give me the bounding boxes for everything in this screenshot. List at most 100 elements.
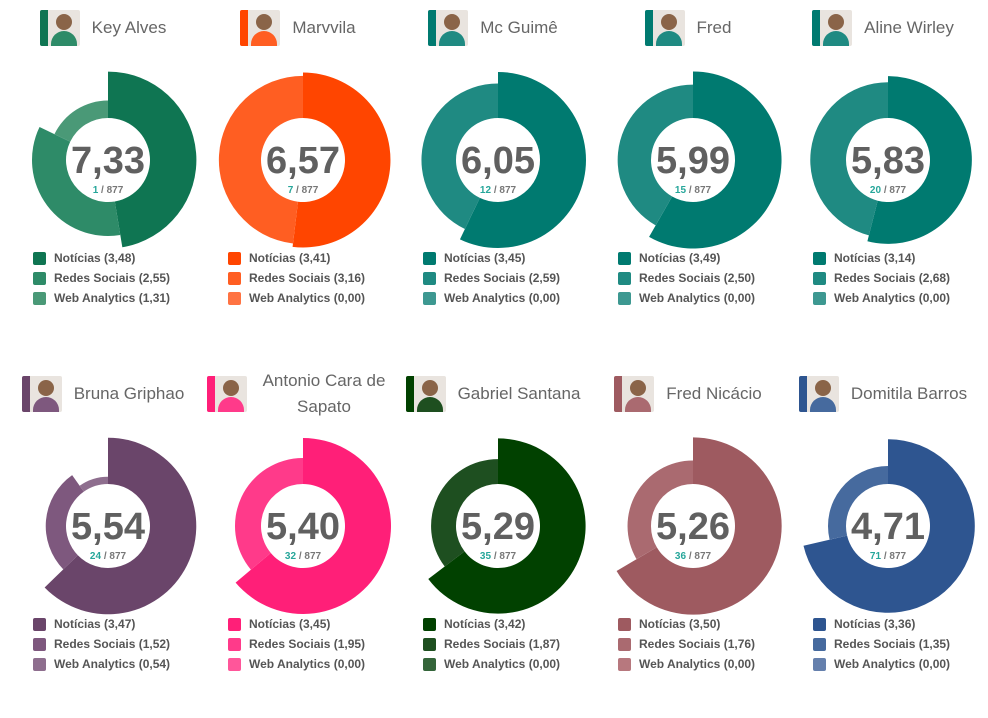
slice-noticias[interactable] bbox=[428, 438, 586, 614]
candidate-card: Key Alves 7,33 1 / 877 Notícias (3,48) Redes… bbox=[5, 0, 201, 350]
score-donut-chart: 7,33 1 / 877 bbox=[31, 71, 197, 248]
legend-item-noticias[interactable]: Notícias (3,49) bbox=[618, 248, 755, 268]
slice-redes-sociais[interactable] bbox=[431, 459, 498, 567]
candidate-card: Domitila Barros 4,71 71 / 877 Notícias (3,3… bbox=[785, 366, 981, 716]
legend-item-web-analytics[interactable]: Web Analytics (0,00) bbox=[228, 654, 365, 674]
legend-label: Redes Sociais (1,95) bbox=[249, 637, 366, 651]
legend-item-web-analytics[interactable]: Web Analytics (0,00) bbox=[228, 288, 365, 308]
legend-swatch bbox=[618, 251, 631, 265]
candidate-header: Domitila Barros bbox=[785, 374, 981, 414]
candidate-name: Bruna Griphao bbox=[73, 384, 185, 403]
legend-item-web-analytics[interactable]: Web Analytics (0,00) bbox=[423, 654, 560, 674]
candidate-name: Mc Guimê bbox=[480, 18, 558, 37]
legend-item-web-analytics[interactable]: Web Analytics (0,00) bbox=[423, 288, 560, 308]
rank-label: 71 / 877 bbox=[870, 551, 907, 562]
slice-redes-sociais[interactable] bbox=[421, 83, 498, 230]
slice-noticias[interactable] bbox=[867, 76, 972, 244]
legend-item-redes-sociais[interactable]: Redes Sociais (1,35) bbox=[813, 634, 950, 654]
slice-noticias[interactable] bbox=[235, 438, 391, 614]
legend-label: Web Analytics (1,31) bbox=[54, 291, 171, 305]
slice-redes-sociais[interactable] bbox=[218, 75, 303, 244]
legend-swatch bbox=[618, 617, 631, 631]
slice-redes-sociais[interactable] bbox=[627, 460, 693, 560]
score-value: 5,54 bbox=[71, 506, 145, 548]
rank-label: 7 / 877 bbox=[288, 185, 319, 196]
avatar bbox=[644, 10, 685, 46]
legend-item-noticias[interactable]: Notícias (3,36) bbox=[813, 614, 950, 634]
legend-item-redes-sociais[interactable]: Redes Sociais (2,55) bbox=[33, 268, 170, 288]
legend-swatch bbox=[33, 617, 46, 631]
score-donut-chart: 6,57 7 / 877 bbox=[218, 72, 391, 248]
legend-item-noticias[interactable]: Notícias (3,45) bbox=[423, 248, 560, 268]
legend-swatch bbox=[423, 657, 436, 671]
candidate-card: Mc Guimê 6,05 12 / 877 Notícias (3,45) Redes… bbox=[395, 0, 591, 350]
avatar bbox=[405, 376, 446, 412]
slice-noticias[interactable] bbox=[459, 72, 586, 248]
legend-swatch bbox=[228, 617, 241, 631]
candidate-header: Fred bbox=[590, 8, 786, 48]
legend-item-noticias[interactable]: Notícias (3,47) bbox=[33, 614, 170, 634]
candidate-name: Key Alves bbox=[91, 18, 167, 37]
legend-item-redes-sociais[interactable]: Redes Sociais (3,16) bbox=[228, 268, 365, 288]
legend-swatch bbox=[228, 251, 241, 265]
legend-swatch bbox=[228, 637, 241, 651]
slice-noticias[interactable] bbox=[108, 71, 197, 248]
legend-label: Notícias (3,45) bbox=[249, 617, 331, 631]
slice-noticias[interactable] bbox=[616, 437, 782, 615]
legend-label: Redes Sociais (1,52) bbox=[54, 637, 171, 651]
legend-item-web-analytics[interactable]: Web Analytics (0,00) bbox=[618, 654, 755, 674]
legend-item-redes-sociais[interactable]: Redes Sociais (1,87) bbox=[423, 634, 560, 654]
score-donut-chart: 5,26 36 / 877 bbox=[616, 437, 782, 615]
candidate-card: Antonio Cara de Sapato 5,40 32 / 877 Notíci… bbox=[200, 366, 396, 716]
legend-item-noticias[interactable]: Notícias (3,48) bbox=[33, 248, 170, 268]
legend-label: Notícias (3,36) bbox=[834, 617, 916, 631]
legend-item-redes-sociais[interactable]: Redes Sociais (1,95) bbox=[228, 634, 365, 654]
legend-label: Notícias (3,41) bbox=[249, 251, 331, 265]
legend-swatch bbox=[33, 637, 46, 651]
candidate-card: Bruna Griphao 5,54 24 / 877 Notícias (3,47)… bbox=[5, 366, 201, 716]
candidate-name: Domitila Barros bbox=[850, 384, 968, 403]
rank-label: 20 / 877 bbox=[870, 185, 907, 196]
legend-item-redes-sociais[interactable]: Redes Sociais (2,59) bbox=[423, 268, 560, 288]
slice-web-analytics[interactable] bbox=[54, 100, 108, 142]
legend-item-web-analytics[interactable]: Web Analytics (0,00) bbox=[813, 654, 950, 674]
legend-item-redes-sociais[interactable]: Redes Sociais (2,68) bbox=[813, 268, 950, 288]
legend-item-web-analytics[interactable]: Web Analytics (0,00) bbox=[618, 288, 755, 308]
slice-noticias[interactable] bbox=[292, 72, 391, 248]
slice-redes-sociais[interactable] bbox=[45, 475, 84, 570]
slice-noticias[interactable] bbox=[803, 439, 975, 613]
legend-item-redes-sociais[interactable]: Redes Sociais (1,76) bbox=[618, 634, 755, 654]
rank-label: 36 / 877 bbox=[675, 551, 712, 562]
legend-label: Notícias (3,45) bbox=[444, 251, 526, 265]
slice-noticias[interactable] bbox=[649, 71, 782, 249]
legend-item-noticias[interactable]: Notícias (3,42) bbox=[423, 614, 560, 634]
legend-item-noticias[interactable]: Notícias (3,45) bbox=[228, 614, 365, 634]
candidate-card: Fred 5,99 15 / 877 Notícias (3,49) Redes Soc… bbox=[590, 0, 786, 350]
avatar bbox=[39, 10, 80, 46]
legend-swatch bbox=[423, 271, 436, 285]
legend-item-redes-sociais[interactable]: Redes Sociais (1,52) bbox=[33, 634, 170, 654]
avatar bbox=[812, 10, 853, 46]
legend-label: Notícias (3,50) bbox=[639, 617, 721, 631]
legend-label: Redes Sociais (1,87) bbox=[444, 637, 561, 651]
legend-item-web-analytics[interactable]: Web Analytics (0,00) bbox=[813, 288, 950, 308]
legend-item-noticias[interactable]: Notícias (3,50) bbox=[618, 614, 755, 634]
slice-web-analytics[interactable] bbox=[79, 476, 108, 492]
avatar bbox=[428, 10, 469, 46]
legend-item-web-analytics[interactable]: Web Analytics (0,54) bbox=[33, 654, 170, 674]
legend-item-web-analytics[interactable]: Web Analytics (1,31) bbox=[33, 288, 170, 308]
score-donut-chart: 5,99 15 / 877 bbox=[617, 71, 782, 249]
slice-redes-sociais[interactable] bbox=[617, 84, 693, 226]
legend-swatch bbox=[813, 617, 826, 631]
slice-redes-sociais[interactable] bbox=[810, 82, 888, 236]
legend: Notícias (3,45) Redes Sociais (2,59) Web A… bbox=[423, 248, 560, 308]
slice-redes-sociais[interactable] bbox=[235, 458, 303, 570]
legend-item-noticias[interactable]: Notícias (3,14) bbox=[813, 248, 950, 268]
legend-item-noticias[interactable]: Notícias (3,41) bbox=[228, 248, 365, 268]
candidate-card: Gabriel Santana 5,29 35 / 877 Notícias (3,4… bbox=[395, 366, 591, 716]
slice-redes-sociais[interactable] bbox=[828, 466, 888, 540]
slice-noticias[interactable] bbox=[44, 437, 197, 615]
legend-item-redes-sociais[interactable]: Redes Sociais (2,50) bbox=[618, 268, 755, 288]
slice-redes-sociais[interactable] bbox=[31, 126, 121, 236]
rank-label: 12 / 877 bbox=[480, 185, 517, 196]
